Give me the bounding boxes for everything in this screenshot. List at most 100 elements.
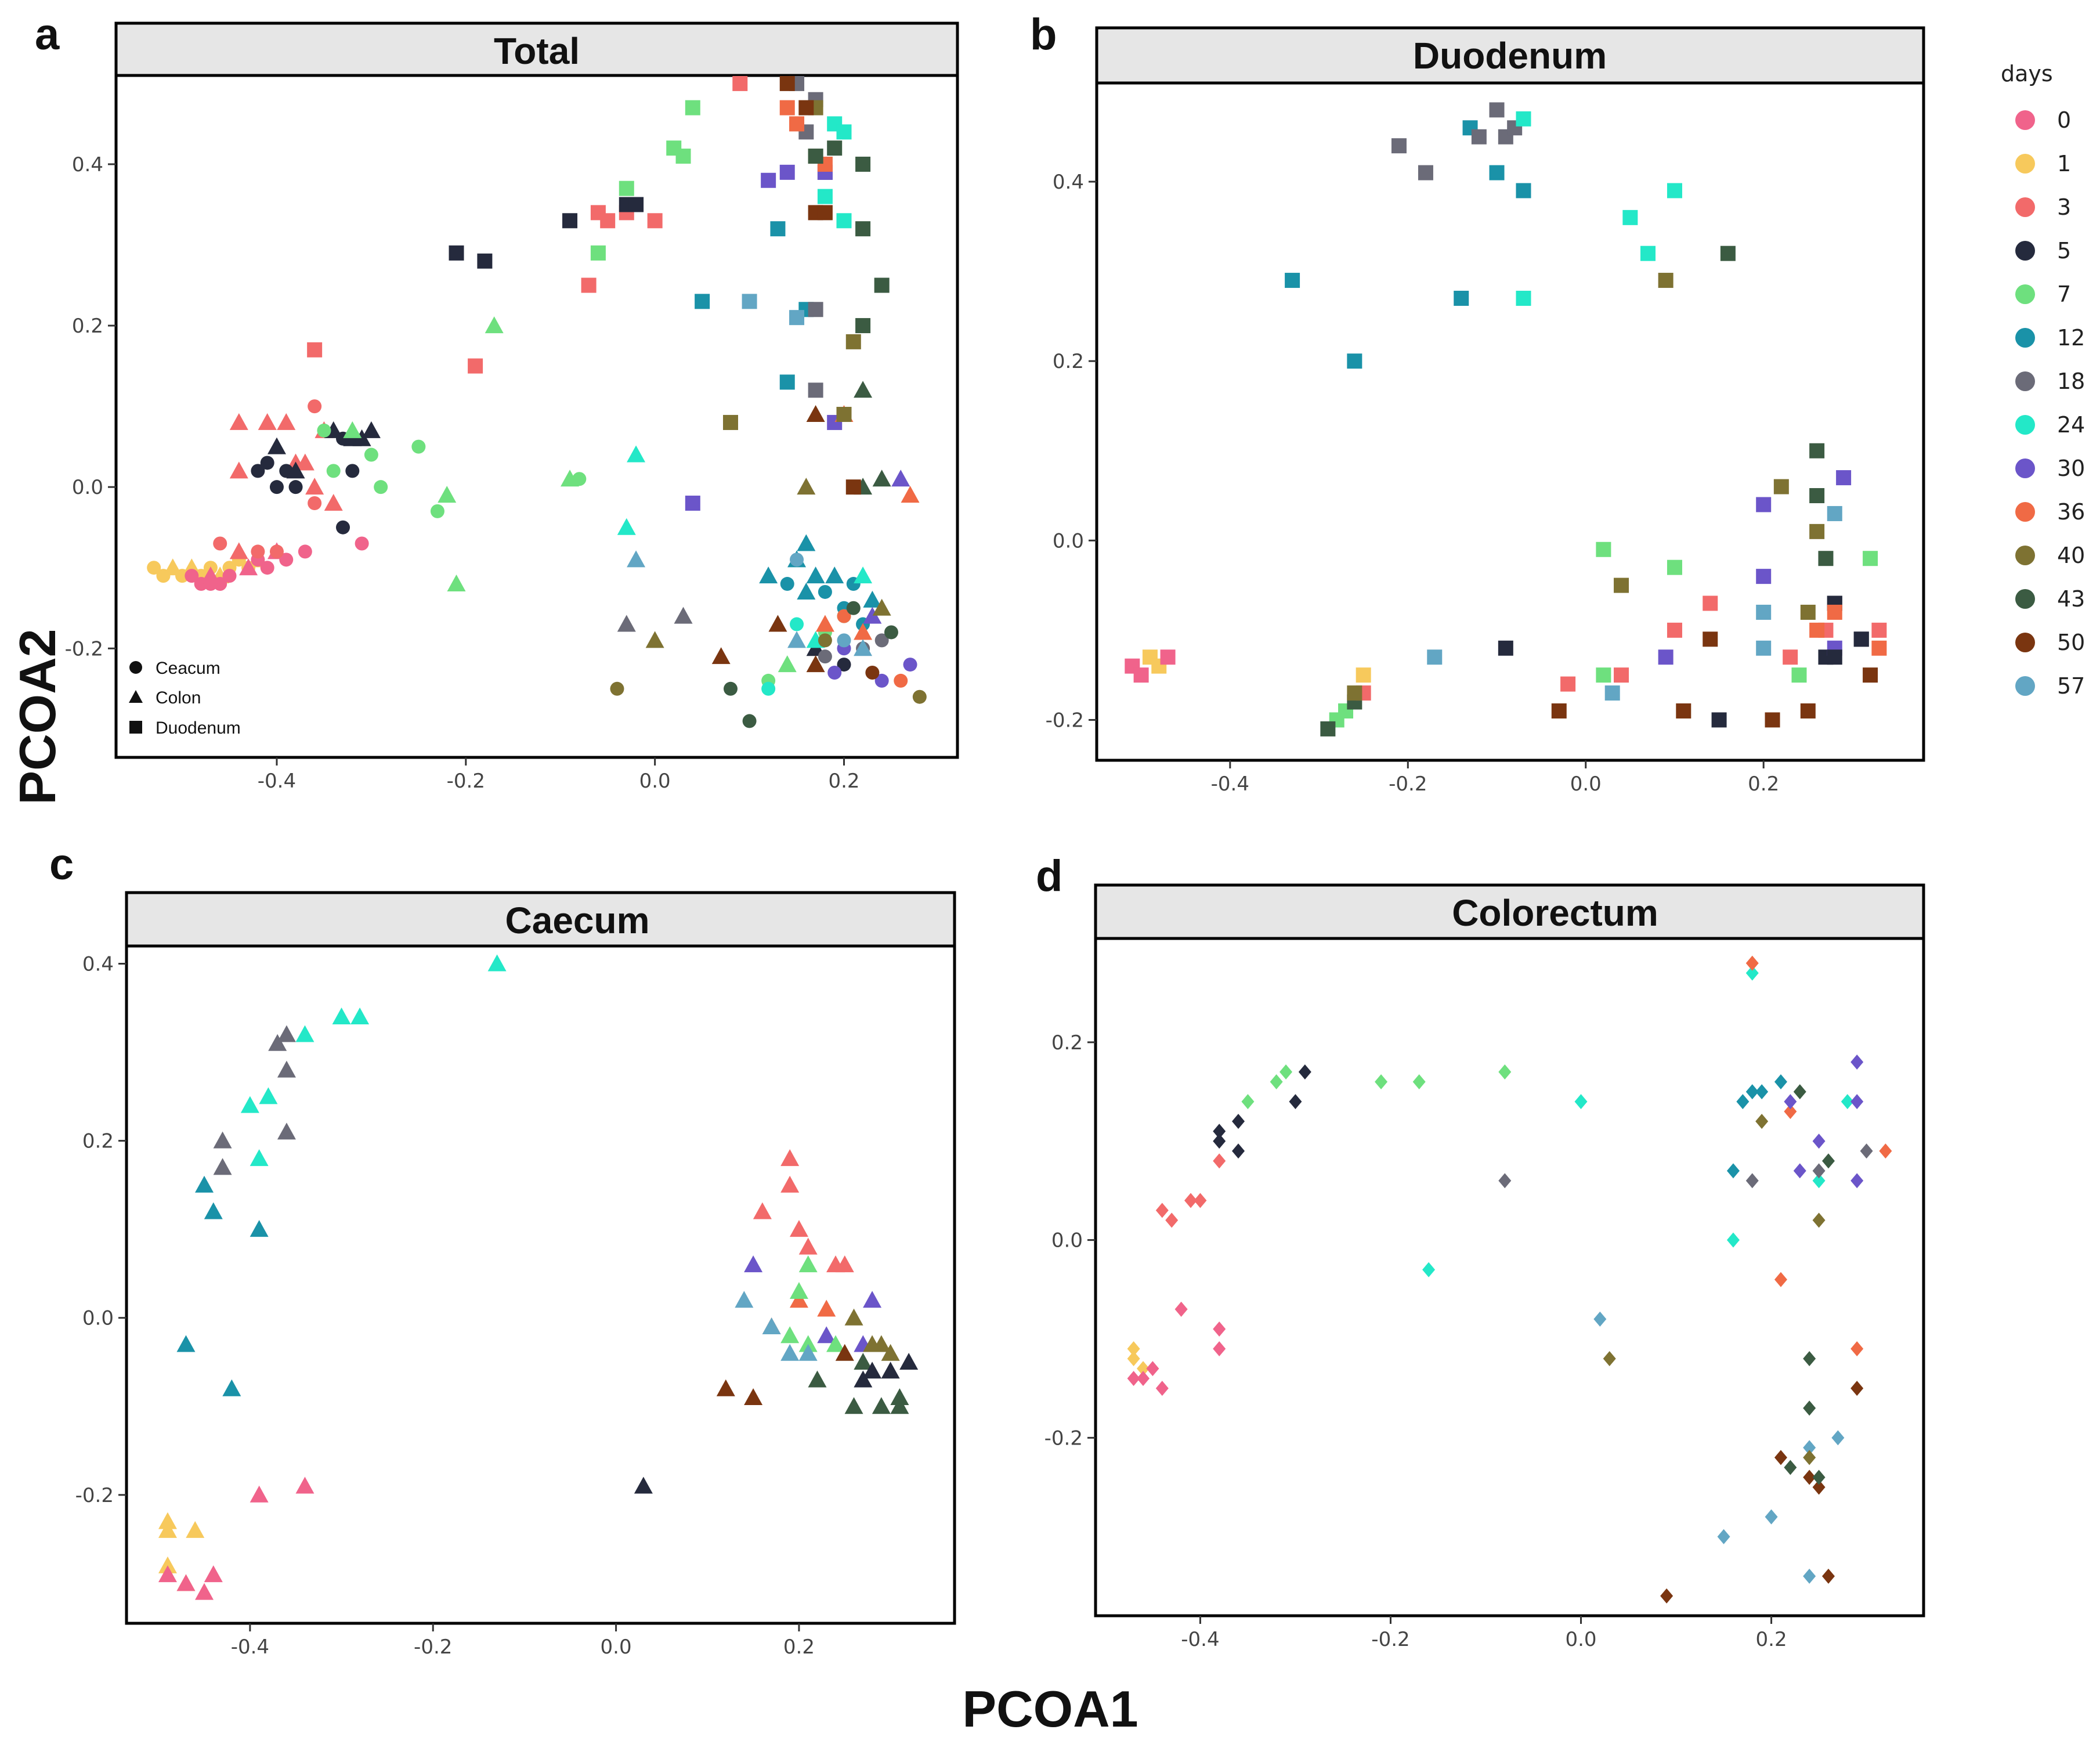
panel-d-data-point: [1765, 1509, 1778, 1525]
panel-c-data-point: [798, 1237, 818, 1255]
panel-d-data-point: [1498, 1173, 1512, 1189]
panel-c-data-point: [277, 1025, 296, 1042]
panel-d-data-point: [1726, 1163, 1740, 1179]
legend-label-7: 7: [2057, 281, 2071, 307]
panel-a-data-point: [780, 577, 794, 591]
panel-c-data-point: [863, 1362, 882, 1379]
panel-a-data-point: [364, 447, 378, 462]
panel-d-data-point: [1137, 1361, 1150, 1377]
legend-swatch-3: [2015, 197, 2035, 217]
panel-b-data-point: [1427, 649, 1443, 665]
panel-c-data-point: [798, 1344, 818, 1361]
panel-a-data-point: [695, 294, 710, 309]
panel-d-data-point: [1146, 1361, 1159, 1377]
panel-a-data-point: [411, 439, 426, 454]
panel-a-data-point: [855, 156, 871, 172]
panel-c-data-point: [844, 1308, 863, 1326]
panel-a-data-point: [789, 310, 805, 326]
panel-d-data-point: [1127, 1341, 1140, 1357]
panel-a-data-point: [778, 655, 797, 673]
panel-c-data-point: [204, 1565, 223, 1583]
panel-d-data-point: [1127, 1351, 1140, 1367]
panel-d-data-point: [1375, 1074, 1388, 1090]
panel-d-data-point: [1850, 1341, 1864, 1357]
panel-d-data-point: [1155, 1203, 1169, 1218]
panel-d-data-point: [1213, 1341, 1226, 1357]
panel-d-data-point: [1784, 1460, 1797, 1475]
panel-a-data-point: [288, 480, 303, 494]
panel-c-xtick-label: 0.2: [783, 1635, 815, 1659]
panel-b-data-point: [1614, 577, 1629, 593]
panel-a-data-point: [779, 374, 795, 390]
panel-d-data-point: [1784, 1094, 1797, 1110]
panel-b-ytick-label: 0.2: [1053, 350, 1084, 373]
panel-c-xtick-label: -0.4: [231, 1635, 269, 1659]
shape-legend-ceacum: Ceacum: [156, 659, 221, 678]
panel-a-data-point: [759, 566, 778, 584]
panel-b-data-point: [1516, 111, 1531, 127]
legend-title: days: [2001, 61, 2053, 86]
panel-a-data-point: [903, 658, 917, 672]
panel-c-data-point: [158, 1565, 177, 1583]
panel-c-data-point: [762, 1317, 781, 1334]
panel-a: Total -0.4 -0.2 0.0 0.2 -0.2 0.0 0.2 0.4: [65, 21, 959, 793]
panel-a-data-point: [872, 470, 891, 487]
panel-c-data-point: [213, 1158, 232, 1175]
legend-label-12: 12: [2057, 325, 2085, 351]
panel-a-data-point: [617, 518, 636, 535]
panel-a-data-point: [269, 544, 284, 559]
panel-d-data-point: [1774, 1074, 1787, 1090]
panel-a-data-point: [761, 681, 776, 696]
panel-b-data-point: [1604, 685, 1620, 701]
panel-a-data-point: [779, 100, 795, 115]
panel-d-data-point: [1803, 1351, 1816, 1367]
panel-c-data-point: [222, 1379, 241, 1396]
panel-b-title: Duodenum: [1413, 35, 1607, 77]
panel-d: Colorectum -0.4 -0.2 0.0 0.2 -0.2 0.0 0.2: [1044, 883, 1925, 1651]
panel-b-data-point: [1836, 470, 1852, 486]
panel-c-data-point: [890, 1397, 909, 1414]
panel-c-data-point: [250, 1485, 269, 1503]
panel-c-data-point: [835, 1344, 854, 1361]
panel-d-data-point: [1232, 1114, 1245, 1129]
panel-d-xtick-label: 0.2: [1756, 1628, 1787, 1651]
panel-b-data-point: [1285, 273, 1300, 288]
panel-c-data-point: [899, 1352, 919, 1370]
panel-c-data-point: [295, 1025, 315, 1042]
panel-a-data-point: [326, 464, 341, 478]
panel-a-data-point: [872, 598, 891, 616]
panel-b-data-point: [1160, 649, 1176, 665]
panel-a-data-point: [600, 213, 616, 229]
panel-d-data-point: [1803, 1568, 1816, 1584]
panel-d-data-point: [1784, 1104, 1797, 1120]
panel-a-ytick-label: 0.0: [72, 476, 103, 499]
panel-d-data-point: [1717, 1529, 1730, 1544]
panel-a-data-point: [846, 601, 861, 615]
panel-c-data-point: [268, 1034, 287, 1051]
panel-a-data-point: [818, 633, 832, 648]
panel-b-data-point: [1614, 667, 1629, 683]
panel-letter-d: d: [1036, 851, 1062, 901]
panel-d-data-point: [1232, 1143, 1245, 1159]
panel-d-data-point: [1213, 1321, 1226, 1337]
panel-b-data-point: [1560, 676, 1576, 692]
panel-d-data-point: [1603, 1351, 1616, 1367]
legend-swatch-5: [2015, 241, 2035, 261]
panel-a-data-point: [817, 205, 833, 221]
panel-b-data-point: [1863, 551, 1878, 566]
panel-a-data-point: [732, 75, 748, 91]
panel-a-data-point: [308, 496, 322, 510]
panel-a-data-point: [269, 480, 284, 494]
panel-b-data-point: [1471, 129, 1487, 145]
panel-c-data-point: [872, 1335, 891, 1352]
legend-label-50: 50: [2057, 630, 2085, 655]
panel-b-ytick-label: 0.4: [1053, 171, 1084, 194]
panel-b-data-point: [1356, 667, 1371, 683]
panel-c-data-point: [158, 1512, 177, 1529]
panel-c-data-point: [634, 1476, 653, 1494]
panel-b-data-point: [1809, 622, 1825, 638]
panel-d-data-point: [1774, 1272, 1787, 1287]
panel-a-data-point: [229, 542, 248, 559]
panel-c-data-point: [744, 1255, 763, 1273]
panel-a-data-point: [817, 189, 833, 204]
